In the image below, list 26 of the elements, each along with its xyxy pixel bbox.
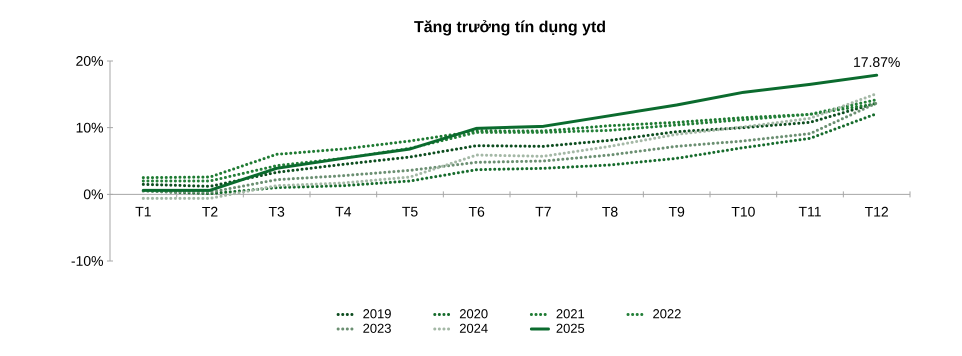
legend-label: 2021 [556, 309, 584, 318]
legend-label: 2020 [460, 309, 488, 318]
x-tick-label: T3 [268, 206, 284, 217]
y-tick-label: -10% [72, 256, 103, 266]
line-series [142, 74, 878, 192]
x-tick-label: T10 [732, 206, 755, 217]
x-tick-label: T11 [798, 206, 821, 216]
legend-label: 2024 [460, 324, 488, 333]
annotation: 17.87% [854, 57, 900, 68]
y-tick-label: 0% [84, 189, 103, 200]
x-tick-label: T8 [602, 206, 618, 217]
legend-label: 2019 [363, 309, 391, 318]
legend-label: 2023 [363, 324, 391, 333]
legend-label: 2022 [653, 309, 681, 318]
x-tick-label: T4 [336, 206, 352, 216]
chart-title: Tăng trưởng tín dụng ytd [414, 20, 605, 36]
x-tick-label: T9 [668, 206, 684, 217]
x-tick-label: T2 [202, 206, 218, 217]
legend-label: 2025 [556, 324, 584, 333]
x-tick-label: T7 [536, 206, 551, 216]
y-tick-label: 10% [76, 122, 103, 133]
x-tick-label: T6 [468, 206, 484, 217]
x-tick-label: T5 [402, 206, 418, 217]
x-tick-label: T1 [136, 206, 151, 216]
x-tick-label: T12 [864, 206, 888, 217]
y-tick-label: 20% [76, 56, 103, 66]
